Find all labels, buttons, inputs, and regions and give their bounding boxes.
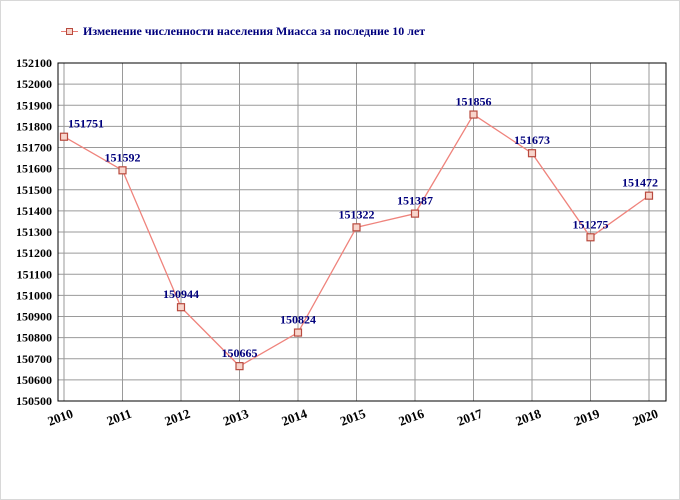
y-tick-label: 151300 <box>16 225 52 239</box>
data-point-marker <box>527 149 537 158</box>
data-point-marker <box>293 328 303 337</box>
y-tick-label: 151900 <box>16 98 52 112</box>
x-tick-label: 2013 <box>221 406 251 429</box>
data-point-label: 151592 <box>105 150 141 164</box>
data-point-marker <box>235 362 244 371</box>
x-tick-label: 2015 <box>338 406 368 429</box>
data-point-label: 151673 <box>514 133 550 147</box>
x-tick-label: 2018 <box>513 406 543 429</box>
y-tick-label: 151200 <box>16 246 52 260</box>
y-tick-label: 152100 <box>16 56 52 70</box>
y-tick-label: 151700 <box>16 141 52 155</box>
data-point-label: 150824 <box>280 313 316 327</box>
x-tick-label: 2019 <box>572 406 602 429</box>
data-point-marker <box>176 303 186 312</box>
chart-legend: Изменение численности населения Миасса з… <box>61 23 425 39</box>
y-tick-label: 152000 <box>16 77 52 91</box>
data-point-label: 150665 <box>222 346 258 360</box>
x-tick-label: 2012 <box>162 406 192 429</box>
y-tick-label: 151800 <box>16 119 52 133</box>
x-tick-label: 2011 <box>105 406 134 429</box>
data-point-label: 151472 <box>622 176 658 190</box>
data-point-marker <box>644 191 654 200</box>
y-tick-label: 151600 <box>16 162 52 176</box>
plot-border <box>57 62 667 402</box>
x-tick-label: 2016 <box>396 406 426 429</box>
y-tick-label: 150500 <box>16 394 52 408</box>
x-tick-label: 2010 <box>45 406 75 429</box>
data-point-label: 151322 <box>339 207 375 221</box>
data-point-label: 151275 <box>573 217 609 231</box>
x-tick-label: 2017 <box>455 406 485 429</box>
data-point-marker <box>469 110 478 119</box>
data-point-label: 151751 <box>68 117 104 131</box>
y-tick-label: 150700 <box>16 352 52 366</box>
data-point-marker <box>352 223 361 232</box>
y-tick-label: 151000 <box>16 288 52 302</box>
y-tick-label: 150600 <box>16 373 52 387</box>
data-point-label: 151856 <box>456 95 492 109</box>
x-tick-label: 2014 <box>279 406 309 429</box>
y-tick-label: 151500 <box>16 183 52 197</box>
data-point-marker <box>586 233 595 242</box>
legend-marker-icon <box>61 27 78 35</box>
data-point-marker <box>118 166 127 175</box>
data-point-marker <box>59 132 69 141</box>
data-point-marker <box>410 209 420 218</box>
legend-label: Изменение численности населения Миасса з… <box>83 23 426 38</box>
y-tick-label: 151400 <box>16 204 52 218</box>
x-tick-label: 2020 <box>630 406 660 429</box>
y-tick-label: 151100 <box>17 267 52 281</box>
y-tick-label: 150900 <box>16 310 52 324</box>
data-point-label: 150944 <box>163 287 199 301</box>
data-point-label: 151387 <box>397 194 433 208</box>
y-tick-label: 150800 <box>16 331 52 345</box>
